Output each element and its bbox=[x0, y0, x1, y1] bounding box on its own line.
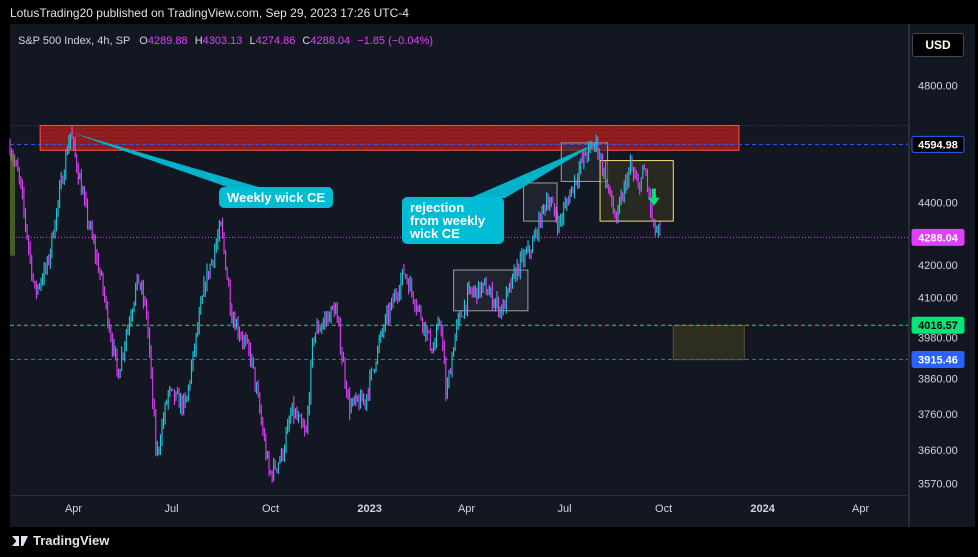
y-tick-label: 3660.00 bbox=[918, 445, 958, 457]
close-label: C bbox=[302, 35, 311, 47]
x-tick-label: Jul bbox=[557, 503, 571, 515]
callout-rejection-pointer bbox=[470, 142, 597, 198]
publisher-line: LotusTrading20 published on TradingView.… bbox=[10, 6, 409, 20]
zone-demand bbox=[672, 324, 745, 361]
x-tick-label: Jul bbox=[164, 503, 178, 515]
history-edge bbox=[10, 154, 15, 256]
zone-supply bbox=[39, 125, 740, 151]
callout-rejection-line-3: wick CE bbox=[410, 226, 460, 241]
callout-weekly-text: Weekly wick CE bbox=[227, 190, 326, 205]
callout-weekly-pointer bbox=[70, 132, 262, 188]
down-arrow-icon-shaft bbox=[651, 188, 656, 199]
symbol-name: S&P 500 Index, 4h, SP bbox=[18, 35, 131, 47]
zone-box bbox=[599, 160, 674, 222]
x-tick-label: Oct bbox=[262, 503, 279, 515]
low-value: 4274.86 bbox=[255, 35, 296, 47]
high-label: H bbox=[194, 35, 203, 47]
callout-weekly-wick: Weekly wick CE bbox=[219, 187, 334, 208]
tradingview-logo-icon bbox=[12, 536, 28, 546]
y-tick-label: 4400.00 bbox=[918, 198, 958, 210]
y-tick-label: 3570.00 bbox=[918, 479, 958, 491]
x-tick-label: Apr bbox=[458, 503, 475, 515]
high-value: 4303.13 bbox=[202, 35, 243, 47]
y-tick-label: 3760.00 bbox=[918, 409, 958, 421]
callout-rejection-line-2: from weekly bbox=[410, 213, 486, 228]
x-tick-label: Apr bbox=[65, 503, 82, 515]
down-arrow-icon bbox=[647, 197, 660, 206]
footer-bar bbox=[0, 527, 978, 557]
price-tag-box bbox=[911, 228, 965, 246]
x-tick-label: 2024 bbox=[750, 503, 775, 515]
y-tick-label: 3860.00 bbox=[918, 374, 958, 386]
price-tag-box bbox=[911, 135, 965, 153]
y-tick-label: 3980.00 bbox=[918, 333, 958, 345]
low-label: L bbox=[249, 35, 256, 47]
ohlc-legend: S&P 500 Index, 4h, SP O4289.88 H4303.13 … bbox=[18, 35, 433, 47]
y-tick-label: 4100.00 bbox=[918, 293, 958, 305]
price-tag-box bbox=[911, 350, 965, 368]
price-tag-label: 4594.98 bbox=[918, 139, 958, 151]
tradingview-brand: TradingView bbox=[33, 533, 110, 548]
change-value: −1.85 (−0.04%) bbox=[357, 35, 434, 47]
top-bar: LotusTrading20 published on TradingView.… bbox=[0, 0, 978, 24]
open-value: 4289.88 bbox=[147, 35, 188, 47]
currency-button[interactable]: USD bbox=[912, 33, 964, 57]
y-tick-label: 4800.00 bbox=[918, 81, 958, 93]
price-axis-divider bbox=[908, 24, 910, 527]
time-axis-divider bbox=[10, 495, 908, 496]
open-label: O bbox=[139, 35, 148, 47]
price-tag-box bbox=[911, 316, 965, 334]
callout-rejection: rejection from weekly wick CE bbox=[402, 197, 504, 244]
close-value: 4288.04 bbox=[310, 35, 351, 47]
x-tick-label: Apr bbox=[852, 503, 869, 515]
x-tick-label: Oct bbox=[655, 503, 672, 515]
tradingview-logo[interactable]: TradingView bbox=[12, 533, 109, 548]
x-tick-label: 2023 bbox=[357, 503, 381, 515]
y-tick-label: 4200.00 bbox=[918, 260, 958, 272]
price-tag-label: 3915.46 bbox=[918, 354, 958, 366]
price-tag-label: 4016.57 bbox=[918, 320, 958, 332]
callout-rejection-line-1: rejection bbox=[410, 200, 465, 215]
price-tag-label: 4288.04 bbox=[918, 232, 959, 244]
candles bbox=[9, 125, 661, 483]
